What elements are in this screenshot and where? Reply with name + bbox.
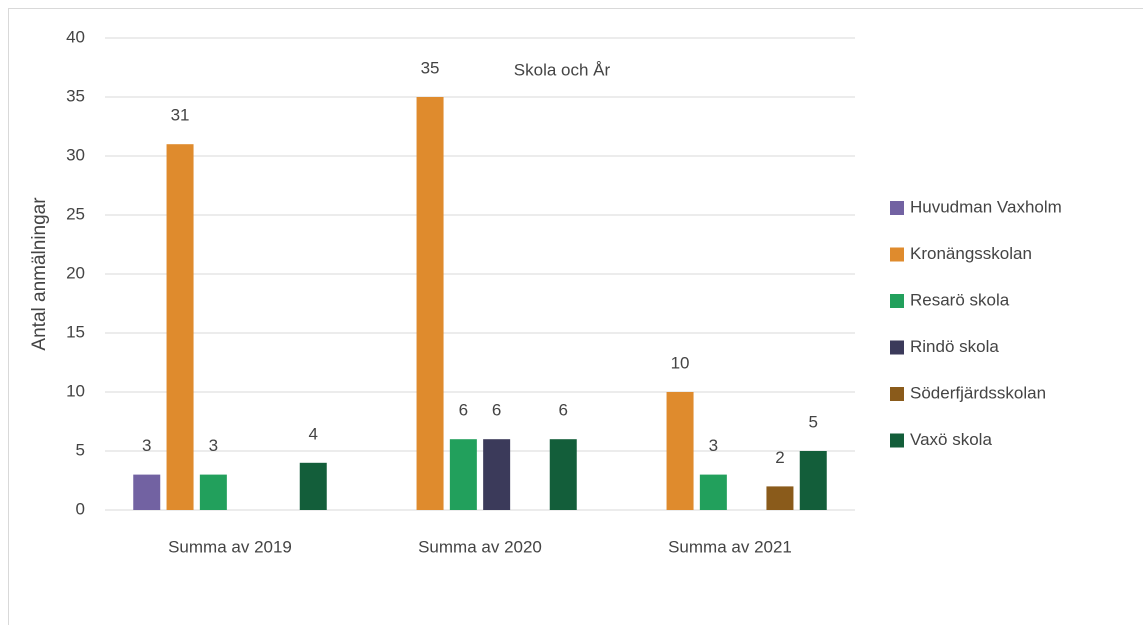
y-tick-label: 15 [66,322,85,341]
bar [550,439,577,510]
chart-title: Skola och År [514,60,611,79]
bar [450,439,477,510]
y-tick-label: 25 [66,204,85,223]
y-tick-label: 30 [66,145,85,164]
legend-swatch [890,248,904,262]
bar [483,439,510,510]
y-tick-label: 10 [66,381,85,400]
legend-label: Rindö skola [910,337,999,356]
y-tick-label: 35 [66,86,85,105]
legend-label: Resarö skola [910,290,1010,309]
legend-label: Kronängsskolan [910,244,1032,263]
data-label: 3 [709,436,718,455]
data-label: 10 [671,353,690,372]
data-label: 3 [142,436,151,455]
data-label: 6 [459,401,468,420]
legend-label: Söderfjärdsskolan [910,383,1046,402]
data-label: 6 [492,401,501,420]
legend-swatch [890,294,904,308]
bar [667,392,694,510]
legend-swatch [890,201,904,215]
data-label: 2 [775,448,784,467]
bar [700,475,727,510]
y-tick-label: 40 [66,27,85,46]
bar [417,97,444,510]
bar [300,463,327,510]
legend-label: Huvudman Vaxholm [910,197,1062,216]
data-label: 5 [809,412,818,431]
bar [167,144,194,510]
data-label: 31 [171,106,190,125]
bar [800,451,827,510]
legend-swatch [890,434,904,448]
x-tick-label: Summa av 2021 [668,537,792,556]
data-label: 4 [309,424,318,443]
x-tick-label: Summa av 2019 [168,537,292,556]
y-tick-label: 20 [66,263,85,282]
y-tick-label: 0 [76,499,85,518]
legend-swatch [890,387,904,401]
bar [200,475,227,510]
data-label: 6 [559,401,568,420]
data-label: 35 [421,58,440,77]
data-label: 3 [209,436,218,455]
legend-label: Vaxö skola [910,430,992,449]
legend-swatch [890,341,904,355]
x-tick-label: Summa av 2020 [418,537,542,556]
bar [133,475,160,510]
bar [766,486,793,510]
y-tick-label: 5 [76,440,85,459]
y-axis-label: Antal anmälningar [29,197,50,351]
